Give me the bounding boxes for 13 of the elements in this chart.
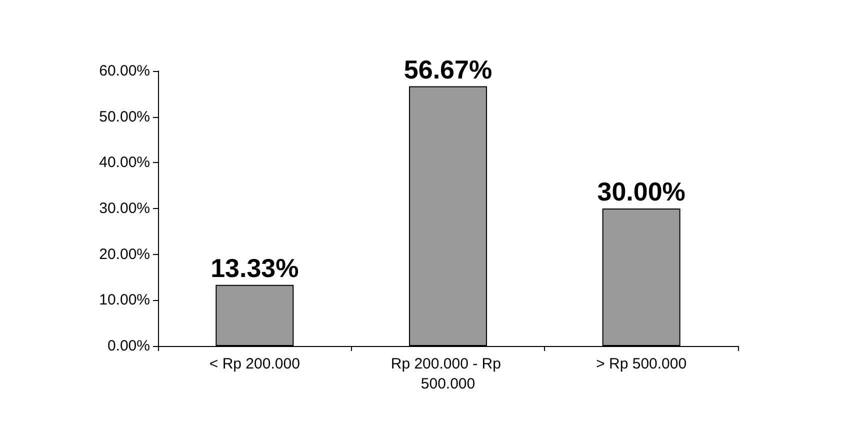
x-tick-label: > Rp 500.000 [596, 356, 687, 372]
y-tick-label: 0.00% [107, 338, 150, 354]
x-tick-label: < Rp 200.000 [209, 356, 300, 372]
y-tick-label: 20.00% [99, 246, 150, 263]
y-tick-label: 30.00% [99, 200, 150, 217]
data-label: 56.67% [404, 54, 492, 84]
x-tick-label: Rp 200.000 - Rp 500.000 [390, 356, 506, 392]
data-label: 13.33% [210, 252, 299, 283]
data-label: 30.00% [597, 176, 686, 206]
y-tick-label: 40.00% [99, 154, 150, 172]
y-tick-label: 10.00% [99, 292, 150, 309]
y-tick-label: 60.00% [99, 62, 150, 80]
y-tick-label: 50.00% [99, 108, 150, 126]
